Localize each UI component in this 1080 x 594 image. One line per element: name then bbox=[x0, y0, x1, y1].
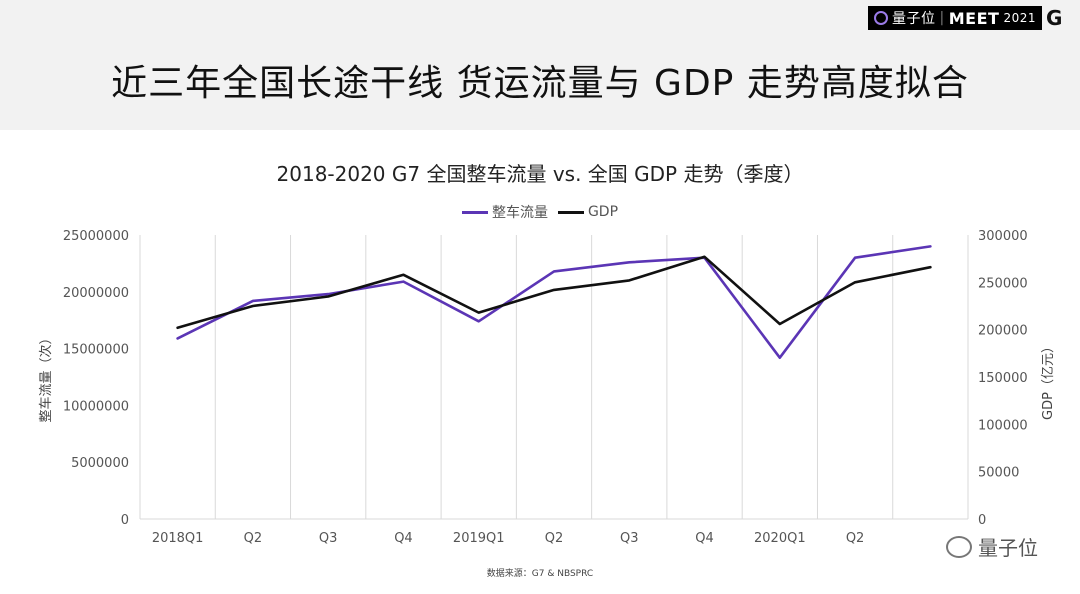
x-tick-label: 2019Q1 bbox=[453, 531, 505, 546]
event-logo: 量子位 | MEET 2021 bbox=[868, 6, 1042, 30]
x-tick-label: Q2 bbox=[545, 531, 564, 546]
y-left-tick-label: 10000000 bbox=[63, 399, 129, 414]
x-tick-label: Q2 bbox=[846, 531, 865, 546]
qbitai-logo-icon bbox=[874, 11, 889, 25]
y-right-tick-label: 0 bbox=[978, 513, 986, 528]
legend-item-series2: GDP bbox=[557, 204, 619, 220]
y-left-tick-label: 25000000 bbox=[63, 229, 129, 244]
y-left-tick-label: 15000000 bbox=[63, 343, 129, 358]
chart-title: 2018-2020 G7 全国整车流量 vs. 全国 GDP 走势（季度） bbox=[276, 162, 804, 186]
data-source-note: 数据来源：G7 & NBSPRC bbox=[486, 569, 594, 579]
x-tick-label: Q4 bbox=[695, 531, 714, 546]
y-right-tick-label: 200000 bbox=[978, 324, 1028, 339]
chart-panel bbox=[0, 130, 1080, 594]
logo-year-text: 2021 bbox=[1003, 11, 1036, 25]
chart-legend: 整车流量 GDP bbox=[0, 202, 1080, 222]
x-tick-label: Q4 bbox=[394, 531, 413, 546]
logo-event-text: MEET bbox=[948, 8, 1000, 28]
legend-swatch-series2 bbox=[557, 210, 584, 214]
series-line-1 bbox=[176, 245, 932, 360]
y-right-axis-title: GDP（亿元） bbox=[1041, 340, 1056, 420]
legend-label-series2: GDP bbox=[587, 204, 619, 220]
y-left-axis-title: 整车流量（次） bbox=[38, 331, 54, 422]
y-right-tick-label: 150000 bbox=[978, 371, 1028, 386]
legend-swatch-series1 bbox=[461, 210, 488, 214]
y-right-tick-label: 50000 bbox=[978, 466, 1019, 481]
x-tick-label: Q3 bbox=[319, 531, 338, 546]
y-left-tick-label: 5000000 bbox=[71, 456, 129, 471]
x-tick-label: 2018Q1 bbox=[152, 531, 204, 546]
y-right-tick-label: 250000 bbox=[978, 276, 1028, 291]
wechat-icon bbox=[946, 535, 972, 558]
y-left-tick-label: 20000000 bbox=[63, 286, 129, 301]
y-left-tick-label: 0 bbox=[121, 513, 129, 528]
legend-label-series1: 整车流量 bbox=[491, 205, 548, 221]
x-tick-label: Q2 bbox=[244, 531, 263, 546]
slide-title: 近三年全国长途干线 货运流量与 GDP 走势高度拟合 bbox=[111, 63, 969, 104]
y-right-tick-label: 300000 bbox=[978, 229, 1028, 244]
x-tick-label: 2020Q1 bbox=[754, 531, 806, 546]
g7-logo: G bbox=[1046, 6, 1063, 30]
wechat-watermark: 量子位 bbox=[946, 532, 1038, 561]
watermark-text: 量子位 bbox=[978, 536, 1038, 560]
x-tick-label: Q3 bbox=[620, 531, 639, 546]
series-line-2 bbox=[176, 255, 932, 330]
legend-item-series1: 整车流量 bbox=[461, 202, 548, 222]
logo-brand-text: 量子位 bbox=[892, 11, 936, 27]
y-right-tick-label: 100000 bbox=[978, 418, 1028, 433]
